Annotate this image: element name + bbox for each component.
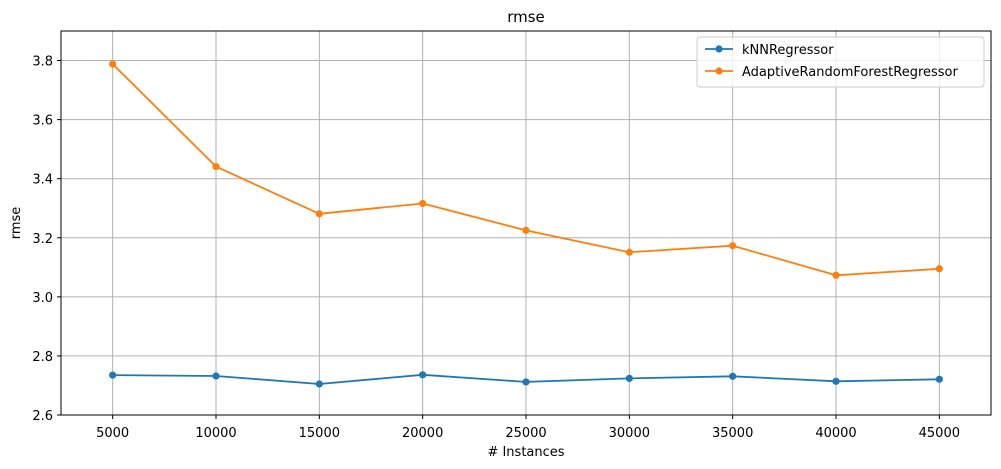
x-tick-label: 45000 — [919, 426, 960, 441]
grid-lines — [61, 31, 991, 416]
plot-frame — [60, 30, 992, 416]
data-point — [212, 162, 220, 171]
x-tick-label: 5000 — [96, 426, 129, 441]
y-tick-label: 2.8 — [32, 350, 53, 365]
y-tick-label: 3.6 — [32, 114, 53, 129]
data-point — [625, 248, 633, 256]
data-point — [109, 371, 117, 379]
y-tick-label: 3.2 — [32, 232, 53, 247]
data-point — [212, 372, 220, 380]
chart-title: rmse — [507, 8, 545, 26]
x-tick-label: 10000 — [195, 426, 236, 441]
data-point — [729, 372, 737, 380]
data-point — [109, 60, 117, 68]
y-tick-label: 3.8 — [32, 55, 53, 70]
axis-ticks: 5000 10000 15000 20000 25000 30000 35000 40000 4… — [32, 55, 960, 441]
data-point — [522, 378, 530, 386]
x-tick-label: 25000 — [505, 426, 546, 441]
y-tick-label: 3.4 — [32, 173, 53, 188]
x-tick-label: 30000 — [609, 426, 650, 441]
legend-swatch-marker — [715, 67, 723, 75]
y-tick-label: 2.6 — [32, 409, 53, 424]
legend-label: kNNRegressor — [742, 43, 834, 58]
data-point — [625, 374, 633, 382]
data-point — [419, 199, 427, 208]
x-axis-title: # Instances — [487, 445, 564, 460]
x-tick-label: 20000 — [402, 426, 443, 441]
legend-swatch-marker — [715, 45, 723, 53]
data-point — [419, 371, 427, 379]
data-point — [522, 226, 530, 234]
data-point — [832, 377, 840, 385]
data-point — [935, 265, 943, 273]
data-point — [832, 271, 840, 279]
x-tick-label: 40000 — [815, 426, 856, 441]
data-point — [315, 210, 323, 218]
y-axis-title: rmse — [9, 207, 24, 240]
data-point — [729, 242, 737, 250]
legend-box — [696, 36, 985, 88]
data-point — [315, 380, 323, 388]
legend-label: AdaptiveRandomForestRegressor — [742, 65, 959, 80]
x-tick-label: 35000 — [712, 426, 753, 441]
legend: kNNRegressor AdaptiveRandomForestRegresso… — [696, 36, 985, 88]
y-tick-label: 3.0 — [32, 291, 53, 306]
x-tick-label: 15000 — [299, 426, 340, 441]
series-layer — [109, 60, 943, 388]
data-point — [935, 375, 943, 383]
